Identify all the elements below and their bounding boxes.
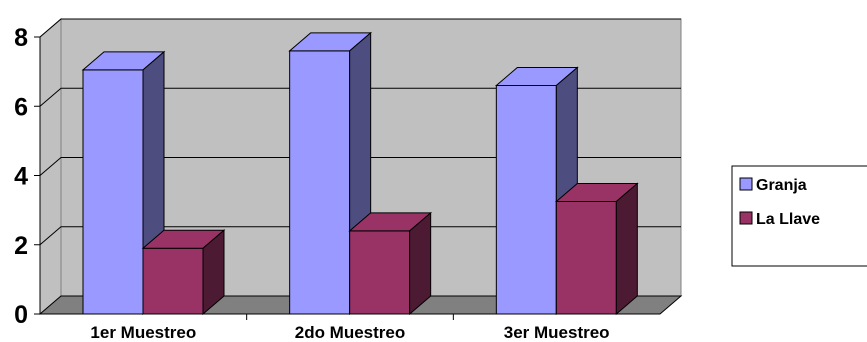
x-category-label: 1er Muestreo xyxy=(90,323,196,342)
y-tick-label: 0 xyxy=(14,301,28,329)
legend-box xyxy=(731,165,867,267)
bar-la-llave-2do-muestreo xyxy=(348,211,433,316)
gridline xyxy=(39,87,681,107)
gridlines xyxy=(39,18,681,246)
legend-label-granja: Granja xyxy=(756,177,807,194)
legend: Granja La Llave xyxy=(731,165,867,267)
bars xyxy=(81,31,639,316)
y-tick-labels: 0 2 4 6 8 xyxy=(14,24,28,329)
x-category-label: 2do Muestreo xyxy=(295,323,406,342)
gridline xyxy=(39,157,681,176)
x-category-label: 3er Muestreo xyxy=(504,323,610,342)
legend-swatch-la-llave xyxy=(739,211,753,225)
y-tick-label: 6 xyxy=(14,93,28,121)
y-tick-label: 8 xyxy=(14,24,28,52)
bar-la-llave-1er-muestreo xyxy=(141,229,226,316)
bar-granja-1er-muestreo xyxy=(81,50,166,316)
bar-granja-2do-muestreo-front xyxy=(289,50,351,315)
bar-la-llave-3er-muestreo-side xyxy=(615,182,638,316)
bar-la-llave-2do-muestreo-front xyxy=(349,230,411,315)
bar-la-llave-3er-muestreo-front xyxy=(555,200,617,315)
x-category-labels: 1er Muestreo 2do Muestreo 3er Muestreo xyxy=(90,323,609,342)
bar-la-llave-3er-muestreo xyxy=(554,182,639,316)
bar-granja-1er-muestreo-front xyxy=(82,69,144,315)
legend-swatch-granja xyxy=(739,177,753,191)
gridline xyxy=(39,18,681,38)
gridline xyxy=(39,226,681,246)
bar-la-llave-1er-muestreo-side xyxy=(202,229,225,316)
bar-granja-3er-muestreo-front xyxy=(495,84,557,315)
bar-la-llave-2do-muestreo-side xyxy=(409,211,432,316)
legend-label-la-llave: La Llave xyxy=(756,211,820,228)
bar-la-llave-1er-muestreo-front xyxy=(142,247,204,315)
y-tick-label: 4 xyxy=(14,163,28,191)
y-tick-label: 2 xyxy=(14,232,28,260)
